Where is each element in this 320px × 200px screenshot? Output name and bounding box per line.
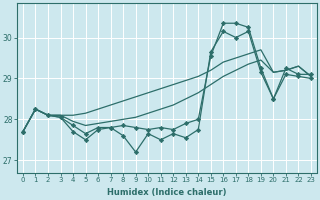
X-axis label: Humidex (Indice chaleur): Humidex (Indice chaleur) (107, 188, 227, 197)
